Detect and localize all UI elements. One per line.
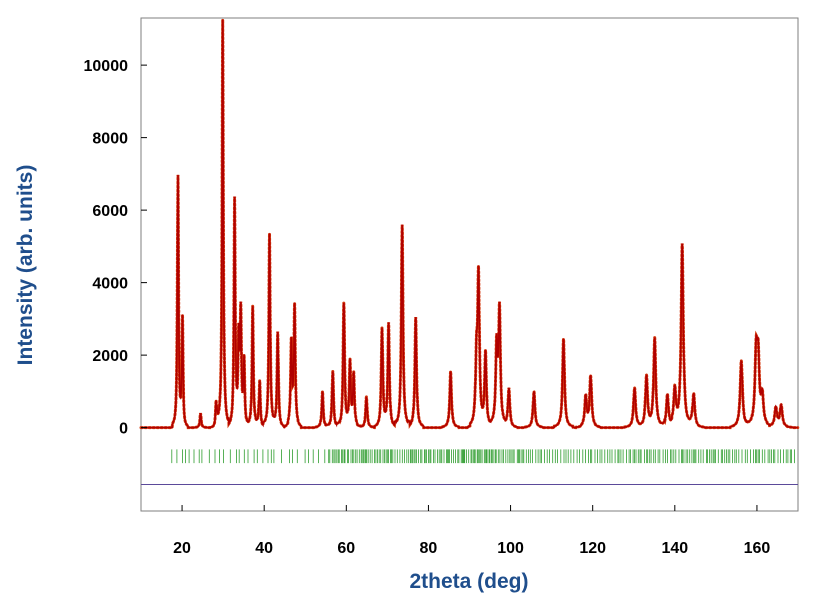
y-tick-label: 8000: [92, 131, 128, 148]
calculated-series: [141, 19, 798, 429]
x-tick-label: 120: [579, 540, 606, 557]
x-tick-label: 40: [255, 540, 273, 557]
x-tick-label: 160: [744, 540, 771, 557]
y-tick-label: 10000: [84, 58, 129, 75]
y-axis-title: Intensity (arb. units): [14, 165, 37, 366]
y-tick-label: 2000: [92, 348, 128, 365]
plot-frame: [140, 17, 799, 512]
y-tick-label: 6000: [92, 203, 128, 220]
x-axis-title: 2theta (deg): [409, 570, 528, 593]
y-tick-label: 0: [119, 421, 128, 438]
y-tick-label: 4000: [92, 276, 128, 293]
marks-layer: [139, 19, 800, 486]
x-tick-label: 140: [661, 540, 688, 557]
x-tick-label: 60: [337, 540, 355, 557]
x-tick-label: 20: [173, 540, 191, 557]
x-tick-label: 100: [497, 540, 524, 557]
x-tick-label: 80: [420, 540, 438, 557]
ticks-layer: 0 2000 4000 6000 8000 10000 20 40 60 80 100 120 140 1…: [84, 58, 771, 557]
